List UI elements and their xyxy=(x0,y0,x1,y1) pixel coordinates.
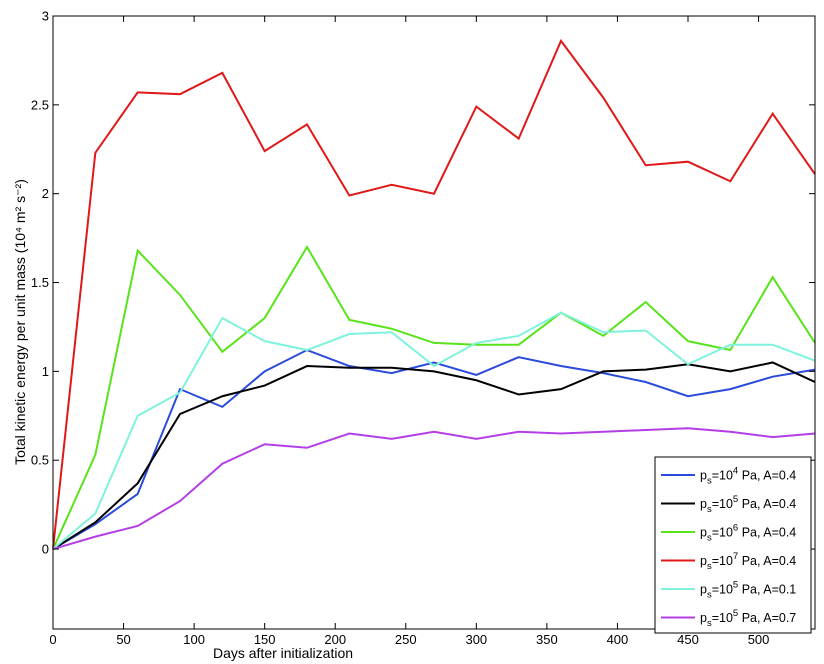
plot-frame xyxy=(52,15,816,630)
x-tick-label: 350 xyxy=(536,632,558,647)
series-line-4 xyxy=(52,38,816,550)
y-tick-label: 1.5 xyxy=(31,275,49,290)
legend-label: ps=107 Pa, A=0.4 xyxy=(700,551,796,572)
x-tick-label: 200 xyxy=(324,632,346,647)
series-layer xyxy=(52,38,816,550)
legend-label: ps=105 Pa, A=0.1 xyxy=(700,580,796,601)
y-tick-label: 3 xyxy=(42,9,49,24)
series-line-3 xyxy=(52,245,816,550)
y-tick-label: 2 xyxy=(42,186,49,201)
x-tick-label: 150 xyxy=(254,632,276,647)
series-line-5 xyxy=(52,311,816,550)
y-tick-label: 0.5 xyxy=(31,453,49,468)
y-tick-label: 1 xyxy=(42,364,49,379)
series-line-6 xyxy=(52,427,816,550)
y-tick-label: 0 xyxy=(42,542,49,557)
legend-label: ps=106 Pa, A=0.4 xyxy=(700,523,796,544)
x-tick-label: 300 xyxy=(465,632,487,647)
y-tick-label: 2.5 xyxy=(31,97,49,112)
tick-layer: 0 50 100 150 200 250 300 350 400 450 500 0 0.5 1 1.5 2 2… xyxy=(31,9,815,647)
legend: ps=104 Pa, A=0.4 ps=105 Pa, A=0.4 ps=106 P… xyxy=(654,456,812,634)
legend-label: ps=104 Pa, A=0.4 xyxy=(700,466,796,487)
legend-label: ps=105 Pa, A=0.4 xyxy=(700,494,796,515)
x-tick-label: 0 xyxy=(49,632,56,647)
x-axis-label: Days after initialization xyxy=(213,645,353,661)
x-tick-label: 500 xyxy=(748,632,770,647)
x-tick-label: 250 xyxy=(395,632,417,647)
x-tick-label: 400 xyxy=(607,632,629,647)
series-line-1 xyxy=(52,348,816,550)
x-tick-label: 450 xyxy=(677,632,699,647)
x-tick-label: 100 xyxy=(183,632,205,647)
y-axis-label: Total kinetic energy per unit mass (10⁴ … xyxy=(12,179,28,465)
x-tick-label: 50 xyxy=(116,632,130,647)
legend-label: ps=105 Pa, A=0.7 xyxy=(700,608,796,629)
legend-box xyxy=(654,456,812,634)
